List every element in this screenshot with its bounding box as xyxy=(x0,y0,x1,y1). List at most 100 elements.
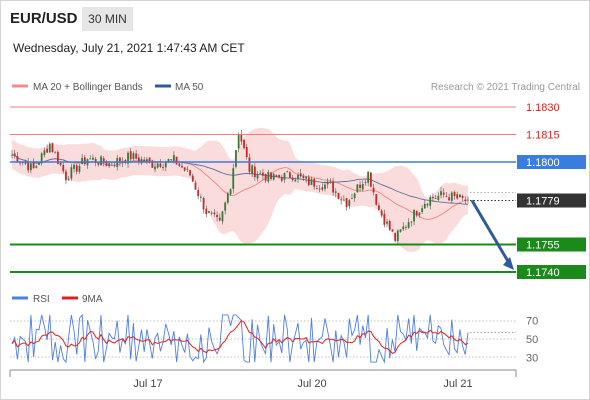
level-tag-support-label: 1.1740 xyxy=(526,267,560,279)
candle-body xyxy=(442,192,445,195)
candle-body xyxy=(375,194,378,205)
candle-body xyxy=(351,197,353,199)
candle-body xyxy=(437,195,440,200)
candle-body xyxy=(318,188,321,190)
candle-body xyxy=(46,148,48,153)
candle-body xyxy=(372,187,375,193)
candle-body xyxy=(110,164,113,166)
candle-body xyxy=(353,193,356,199)
projection-arrow-shaft xyxy=(470,199,511,264)
candle-body xyxy=(307,177,310,186)
candle-body xyxy=(391,229,394,232)
candle-body xyxy=(359,184,361,188)
candle-body xyxy=(13,153,16,156)
rsi-tick-label: 70 xyxy=(526,316,538,328)
candle-body xyxy=(35,166,38,168)
candle-body xyxy=(429,196,432,206)
legend-9ma-swatch xyxy=(62,296,78,300)
level-tag-support xyxy=(517,265,586,279)
candle-body xyxy=(383,213,386,225)
candle-body xyxy=(73,164,75,169)
candle-body xyxy=(342,199,345,201)
candle-body xyxy=(324,184,326,189)
candle-body xyxy=(70,167,73,179)
candle-body xyxy=(32,161,35,169)
price-legend: MA 20 + Bollinger Bands MA 50 xyxy=(12,82,204,93)
candle-body xyxy=(407,222,410,228)
rsi-9ma-line xyxy=(11,319,469,355)
candle-body xyxy=(156,163,159,168)
candle-body xyxy=(399,229,402,232)
candle-body xyxy=(181,165,183,168)
candle-body xyxy=(369,172,372,187)
candle-body xyxy=(83,157,86,165)
x-ticks: Jul 17 Jul 20 Jul 21 xyxy=(133,378,472,390)
candle-body xyxy=(210,212,213,214)
candle-body xyxy=(426,203,429,206)
candle-body xyxy=(81,157,84,165)
candle-body xyxy=(461,195,464,198)
candle-body xyxy=(448,197,451,201)
candle-body xyxy=(421,208,424,212)
candle-body xyxy=(67,178,70,180)
legend-rsi-swatch xyxy=(12,296,28,300)
legend-ma50-swatch xyxy=(155,84,171,88)
level-tags: 1.1830 1.1815 1.1800 1.1779 1.1755 1.1740 xyxy=(517,102,586,279)
candle-body xyxy=(405,226,407,228)
candle-body xyxy=(340,199,343,201)
candle-body xyxy=(178,163,181,166)
candle-body xyxy=(297,175,299,180)
candle-body xyxy=(259,172,262,174)
candle-body xyxy=(402,226,405,230)
candle-body xyxy=(272,173,275,180)
candle-body xyxy=(329,181,332,183)
candle-body xyxy=(218,217,221,221)
candle-body xyxy=(316,188,318,189)
candle-body xyxy=(202,197,205,210)
candle-body xyxy=(332,181,334,193)
candle-body xyxy=(154,166,156,170)
candle-body xyxy=(29,163,32,171)
bollinger-band xyxy=(12,127,468,253)
candle-body xyxy=(197,190,200,197)
legend-ma50-label: MA 50 xyxy=(175,82,204,93)
candle-body xyxy=(11,154,13,156)
legend-9ma-label: 9MA xyxy=(82,294,103,305)
candle-body xyxy=(27,162,30,171)
datetime-label: Wednesday, July 21, 2021 1:47:43 AM CET xyxy=(13,41,245,55)
level-tag-pivot xyxy=(517,155,586,169)
candle-body xyxy=(127,152,129,164)
candle-body xyxy=(467,199,469,201)
candle-body xyxy=(413,209,415,222)
candle-body xyxy=(175,156,178,165)
candle-body xyxy=(172,155,175,161)
candle-body xyxy=(97,162,100,165)
candle-body xyxy=(229,189,232,195)
candle-body xyxy=(199,196,202,198)
candle-body xyxy=(132,153,135,160)
level-tag-resistance-label: 1.1830 xyxy=(526,102,560,114)
candle-body xyxy=(208,211,210,213)
candle-body xyxy=(432,197,434,199)
candle-body xyxy=(162,166,164,168)
candle-body xyxy=(434,198,437,199)
candle-body xyxy=(16,156,19,163)
period-button[interactable]: 30 MIN xyxy=(82,7,133,31)
candle-body xyxy=(278,175,281,178)
candle-body xyxy=(270,172,272,179)
candle-body xyxy=(326,181,329,185)
candle-body xyxy=(108,163,111,167)
candle-body xyxy=(450,192,453,201)
candle-body xyxy=(367,171,370,183)
projection-arrow-head xyxy=(503,257,514,270)
candle-body xyxy=(456,194,459,199)
candle-body xyxy=(78,165,81,172)
candle-body xyxy=(205,208,208,215)
candle-body xyxy=(224,202,227,211)
candle-body xyxy=(321,187,324,190)
candle-body xyxy=(237,133,240,149)
candle-body xyxy=(423,203,426,209)
candle-body xyxy=(226,193,229,203)
candle-body xyxy=(289,172,291,178)
